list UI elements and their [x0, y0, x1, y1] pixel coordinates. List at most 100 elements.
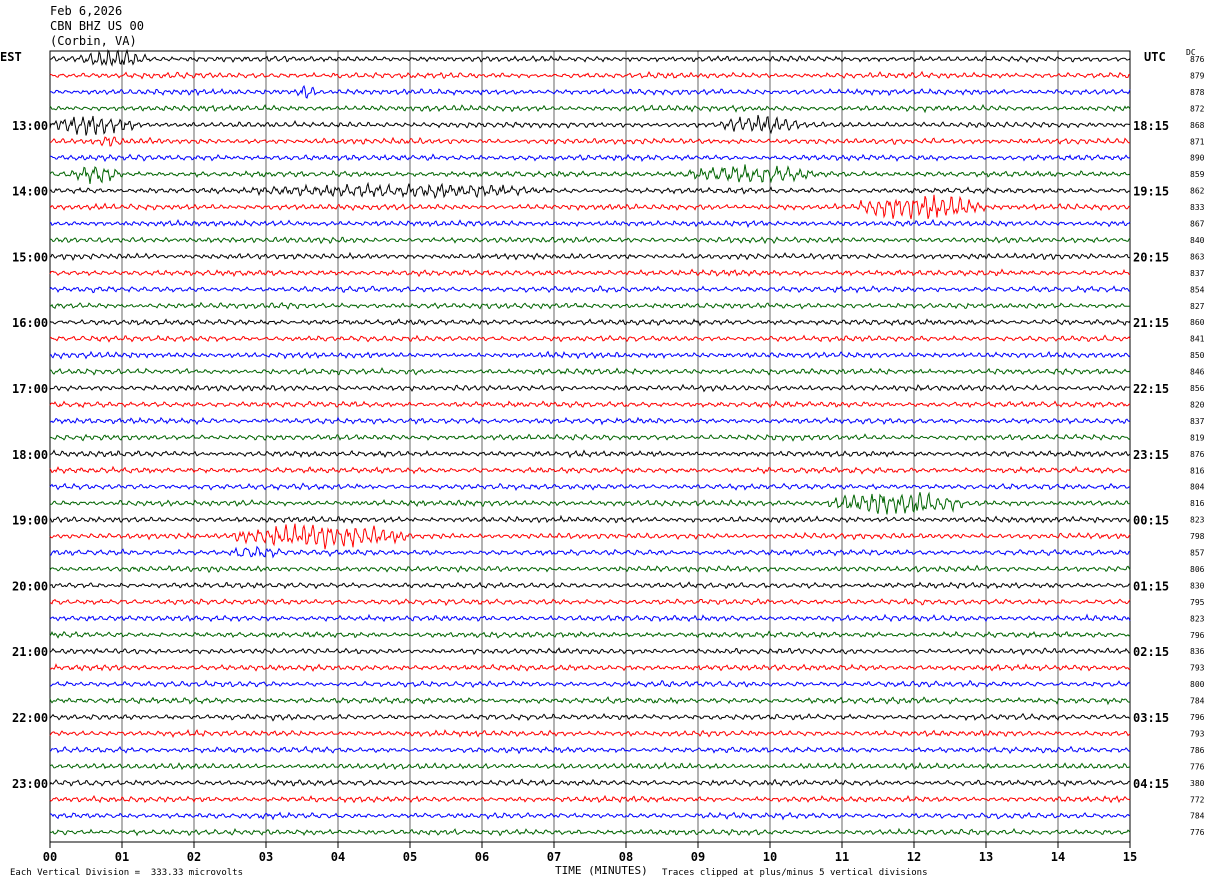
trace-line: [49, 523, 1131, 550]
est-hour-label: 16:00: [12, 316, 48, 330]
utc-hour-label: 19:15: [1133, 185, 1169, 199]
dc-offset-label: 857: [1190, 549, 1205, 558]
trace-line: [49, 48, 1131, 67]
trace-line: [49, 679, 1131, 689]
dc-offset-label: 827: [1190, 302, 1205, 311]
utc-hour-label: 00:15: [1133, 514, 1169, 528]
x-tick-label: 02: [187, 850, 201, 864]
trace-line: [49, 153, 1131, 162]
trace-line: [49, 236, 1131, 245]
dc-offset-label: 820: [1190, 400, 1205, 409]
utc-hour-label: 02:15: [1133, 645, 1169, 659]
x-tick-label: 00: [43, 850, 57, 864]
dc-offset-label: 793: [1190, 729, 1205, 738]
x-tick-label: 13: [979, 850, 993, 864]
x-tick-label: 09: [691, 850, 705, 864]
dc-offset-label: 796: [1190, 631, 1205, 640]
dc-offset-label: 876: [1190, 55, 1205, 64]
trace-line: [49, 728, 1131, 739]
trace-line: [49, 181, 1131, 200]
x-tick-label: 15: [1123, 850, 1137, 864]
dc-offset-label: 837: [1190, 417, 1205, 426]
trace-line: [49, 334, 1131, 343]
dc-offset-label: 871: [1190, 137, 1205, 146]
dc-offset-label: 793: [1190, 664, 1205, 673]
dc-offset-label: 862: [1190, 187, 1205, 196]
station-code: CBN BHZ US 00: [50, 19, 144, 33]
dc-offset-label: 890: [1190, 154, 1205, 163]
dc-offset-label: 863: [1190, 252, 1205, 261]
x-tick-label: 06: [475, 850, 489, 864]
dc-offset-label: 841: [1190, 335, 1205, 344]
dc-offset-label: 795: [1190, 598, 1205, 607]
dc-offset-label: 776: [1190, 762, 1205, 771]
trace-line: [49, 218, 1131, 229]
est-hour-labels: 13:00 14:00 15:00 16:00 17:00 18:00 19:00 20:00…: [12, 119, 48, 791]
trace-line: [49, 545, 1131, 559]
minute-grid: [49, 50, 1131, 843]
x-axis-ticks: 00 01 02 03 04 05 06 07 08 09 10 11 12 13 14 15: [43, 842, 1137, 864]
trace-line: [49, 318, 1131, 327]
dc-offset-label: 860: [1190, 318, 1205, 327]
dc-offset-label: 784: [1190, 697, 1205, 706]
x-tick-label: 10: [763, 850, 777, 864]
trace-line: [49, 465, 1131, 475]
est-hour-label: 15:00: [12, 250, 48, 264]
dc-offset-label: 819: [1190, 433, 1205, 442]
utc-hour-label: 22:15: [1133, 382, 1169, 396]
dc-offset-label: 833: [1190, 203, 1205, 212]
x-tick-label: 05: [403, 850, 417, 864]
est-hour-label: 17:00: [12, 382, 48, 396]
x-tick-label: 11: [835, 850, 849, 864]
dc-offset-label: 837: [1190, 269, 1205, 278]
trace-line: [49, 164, 1131, 184]
est-hour-label: 13:00: [12, 119, 48, 133]
trace-line: [49, 761, 1131, 771]
dc-offset-label: 868: [1190, 121, 1205, 130]
dc-offset-label: 840: [1190, 236, 1205, 245]
utc-hour-label: 01:15: [1133, 579, 1169, 593]
est-hour-label: 23:00: [12, 777, 48, 791]
left-timezone-label: EST: [0, 50, 22, 64]
trace-line: [49, 350, 1131, 360]
trace-line: [49, 285, 1131, 294]
x-tick-label: 08: [619, 850, 633, 864]
utc-hour-label: 23:15: [1133, 448, 1169, 462]
trace-line: [49, 367, 1131, 376]
trace-line: [49, 114, 1131, 136]
trace-line: [49, 416, 1131, 426]
x-axis-title: TIME (MINUTES): [555, 864, 648, 877]
x-tick-label: 14: [1051, 850, 1065, 864]
trace-line: [49, 70, 1131, 80]
trace-line: [49, 482, 1131, 491]
trace-line: [49, 613, 1131, 623]
trace-line: [49, 383, 1131, 393]
trace-line: [49, 794, 1131, 804]
dc-offset-label: 856: [1190, 384, 1205, 393]
trace-line: [49, 433, 1131, 442]
est-hour-label: 18:00: [12, 448, 48, 462]
trace-line: [49, 696, 1131, 706]
trace-line: [49, 449, 1131, 459]
plot-date: Feb 6,2026: [50, 4, 123, 18]
trace-line: [49, 630, 1131, 639]
trace-line: [49, 811, 1131, 821]
trace-line: [49, 827, 1131, 837]
utc-hour-labels: 18:15 19:15 20:15 21:15 22:15 23:15 00:15 01:15…: [1133, 119, 1169, 791]
x-tick-label: 03: [259, 850, 273, 864]
trace-line: [49, 647, 1131, 656]
dc-offset-labels: 876 879 878 872 868 871 890 859 862 833 867 840 863 8…: [1190, 55, 1205, 837]
dc-offset-label: 867: [1190, 220, 1205, 229]
dc-offset-header: DC: [1186, 48, 1196, 57]
dc-offset-label: 816: [1190, 466, 1205, 475]
dc-offset-label: 784: [1190, 812, 1205, 821]
trace-line: [49, 514, 1131, 525]
dc-offset-label: 876: [1190, 450, 1205, 459]
dc-offset-label: 878: [1190, 88, 1205, 97]
x-tick-label: 01: [115, 850, 129, 864]
trace-line: [49, 268, 1131, 278]
dc-offset-label: 879: [1190, 71, 1205, 80]
trace-line: [49, 712, 1131, 722]
dc-offset-label: 836: [1190, 647, 1205, 656]
utc-hour-label: 18:15: [1133, 119, 1169, 133]
